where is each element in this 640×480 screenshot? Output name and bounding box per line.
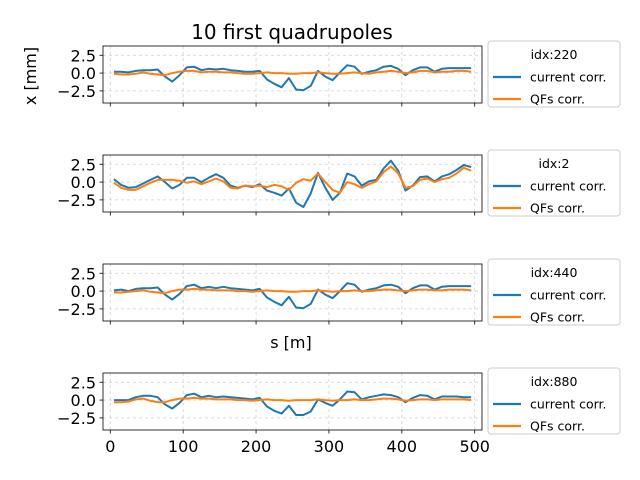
y-tick-label: −2.5 <box>57 82 96 101</box>
y-tick-label: 2.5 <box>71 373 96 392</box>
y-tick-label: 0.0 <box>71 64 96 83</box>
y-tick-label: 2.5 <box>71 46 96 65</box>
legend-label: current corr. <box>530 70 606 85</box>
legend: idx:220 current corr. QFs corr. <box>487 40 621 108</box>
x-tick-label: 400 <box>387 437 418 456</box>
y-tick-label: 0.0 <box>71 391 96 410</box>
legend-label: current corr. <box>530 288 606 303</box>
series-line-current-corr <box>113 390 472 416</box>
legend: idx:2 current corr. QFs corr. <box>487 149 621 217</box>
chart-title: 10 first quadrupoles <box>191 20 393 44</box>
legend-label: QFs corr. <box>530 310 585 325</box>
x-axis-label: s [m] <box>270 333 312 352</box>
series-line-qfs-corr <box>113 287 472 295</box>
legend-title: idx:880 <box>531 374 578 389</box>
x-tick-label: 200 <box>241 437 272 456</box>
legend-title: idx:2 <box>539 156 570 171</box>
subplot-idx-880: 2.50.0−2.5 0 100 200 300 400 500 idx:880 current… <box>57 367 621 456</box>
y-tick-label: −2.5 <box>57 409 96 428</box>
subplot-idx-440: 2.50.0−2.5 idx:440 current corr. QFs corr. <box>57 258 621 326</box>
y-tick-label: 0.0 <box>71 282 96 301</box>
legend-title: idx:440 <box>531 265 578 280</box>
series-line-qfs-corr <box>113 165 472 194</box>
axes-frame <box>102 45 483 104</box>
y-axis-label: x [mm] <box>21 47 40 105</box>
subplot-idx-220: 2.50.0−2.5 idx:220 current corr. QFs corr. <box>57 40 621 108</box>
series-line-current-corr <box>113 64 472 92</box>
legend-label: QFs corr. <box>530 419 585 434</box>
y-tick-label: −2.5 <box>57 191 96 210</box>
x-tick-label: 300 <box>314 437 345 456</box>
series-line-qfs-corr <box>113 69 472 77</box>
legend-label: QFs corr. <box>530 92 585 107</box>
legend-box <box>487 149 621 217</box>
subplot-idx-2: 2.50.0−2.5 idx:2 current corr. QFs corr. <box>57 149 621 217</box>
y-tick-label: 0.0 <box>71 173 96 192</box>
legend: idx:440 current corr. QFs corr. <box>487 258 621 326</box>
y-tick-label: 2.5 <box>71 264 96 283</box>
legend-title: idx:220 <box>531 47 578 62</box>
x-tick-label: 0 <box>105 437 115 456</box>
y-tick-label: −2.5 <box>57 300 96 319</box>
y-tick-label: 2.5 <box>71 155 96 174</box>
legend-label: current corr. <box>530 179 606 194</box>
axes-frame <box>102 263 483 322</box>
x-tick-label: 100 <box>168 437 199 456</box>
axes-frame <box>102 372 483 431</box>
legend: idx:880 current corr. QFs corr. <box>487 367 621 435</box>
series-line-current-corr <box>113 282 472 310</box>
legend-box <box>487 258 621 326</box>
legend-label: QFs corr. <box>530 201 585 216</box>
axes-frame <box>102 154 483 213</box>
series-line-qfs-corr <box>113 396 472 404</box>
x-tick-label: 500 <box>459 437 490 456</box>
legend-box <box>487 40 621 108</box>
legend-box <box>487 367 621 435</box>
legend-label: current corr. <box>530 397 606 412</box>
